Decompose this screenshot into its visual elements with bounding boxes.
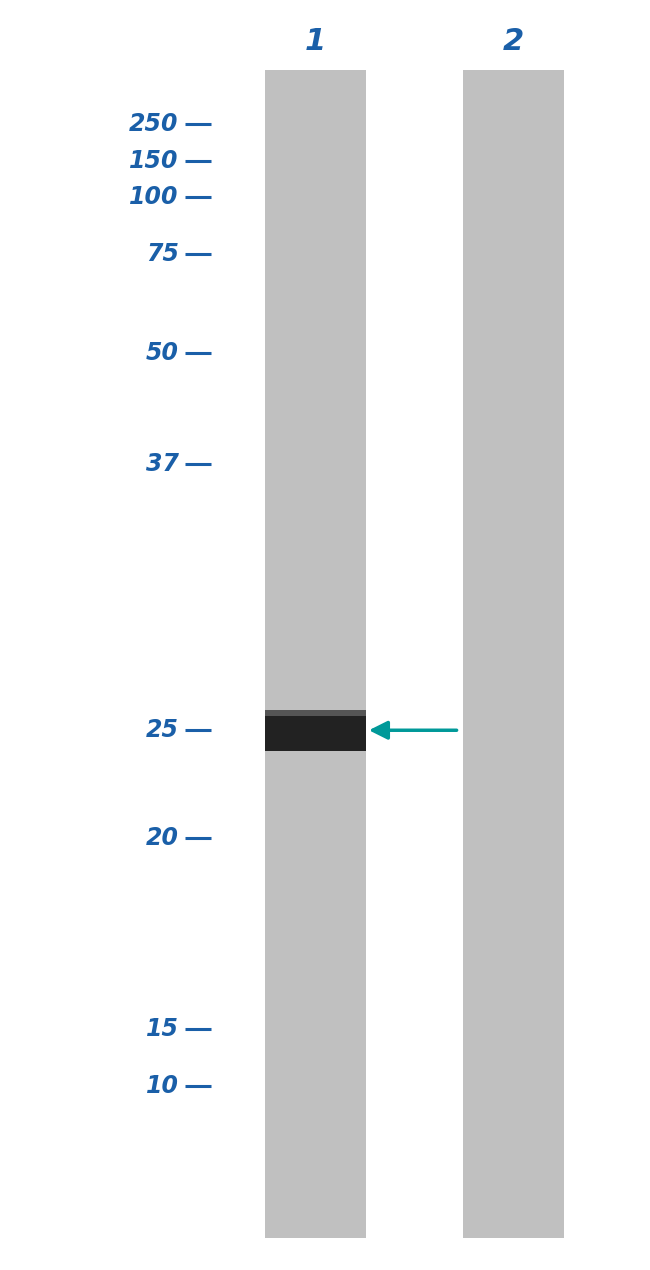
Text: 75: 75: [146, 243, 179, 265]
Text: 50: 50: [146, 342, 179, 364]
Text: 2: 2: [503, 28, 524, 56]
Bar: [265, 70, 365, 1238]
Bar: [265, 710, 365, 751]
Bar: [463, 70, 564, 1238]
Text: 25: 25: [146, 719, 179, 742]
Text: 250: 250: [129, 113, 179, 136]
Text: 1: 1: [305, 28, 326, 56]
Text: 100: 100: [129, 185, 179, 208]
Bar: [265, 710, 365, 716]
Text: 20: 20: [146, 827, 179, 850]
Text: 15: 15: [146, 1017, 179, 1040]
Text: 37: 37: [146, 452, 179, 475]
Text: 150: 150: [129, 150, 179, 173]
Text: 10: 10: [146, 1074, 179, 1097]
